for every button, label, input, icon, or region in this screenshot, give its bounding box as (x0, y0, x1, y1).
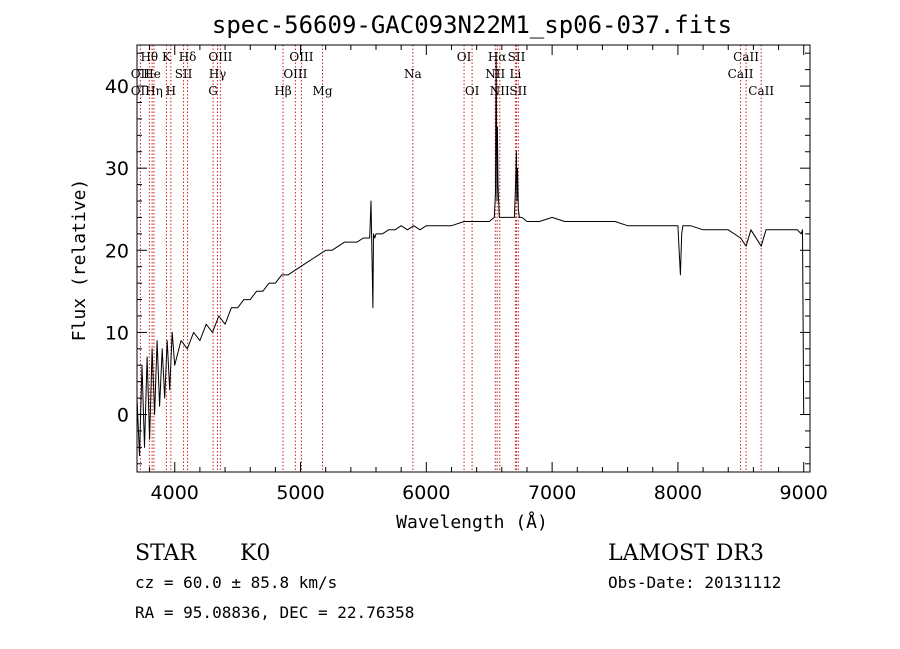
y-tick-label: 20 (105, 240, 129, 262)
line-label: He (143, 67, 161, 81)
redshift-readout: cz = 60.0 ± 85.8 km/s (135, 573, 337, 592)
line-label: Hβ (274, 84, 291, 98)
line-label: Hη (145, 84, 163, 98)
plot-frame (136, 44, 811, 473)
y-axis-label: Flux (relative) (69, 179, 90, 342)
line-label: SII (509, 84, 527, 98)
line-label: OIII (289, 50, 313, 64)
spectrum-line (136, 52, 805, 457)
line-label: CaII (733, 50, 759, 64)
x-tick-label: 7000 (528, 482, 576, 504)
line-label: Hα (488, 50, 507, 64)
line-label: CaII (748, 84, 774, 98)
line-label: CaII (728, 67, 754, 81)
line-label: K (162, 50, 172, 64)
y-tick-label: 40 (105, 76, 129, 98)
line-label: SII (175, 67, 193, 81)
y-axis: 0 10 20 30 40 (105, 52, 810, 465)
line-label: G (208, 84, 218, 98)
line-label: OI (457, 50, 472, 64)
x-tick-label: 4000 (151, 482, 199, 504)
x-tick-label: 8000 (654, 482, 702, 504)
line-label: NII (485, 67, 505, 81)
observation-date: Obs-Date: 20131112 (608, 573, 781, 592)
object-subclass: K0 (240, 541, 270, 566)
survey-name: LAMOST DR3 (608, 541, 764, 566)
x-tick-label: 5000 (276, 482, 324, 504)
line-label: Hγ (209, 67, 227, 81)
chart-title: spec-56609-GAC093N22M1_sp06-037.fits (212, 11, 732, 39)
line-label: OIII (283, 67, 307, 81)
spectrum-series (136, 52, 805, 457)
line-label: NII (490, 84, 510, 98)
object-class: STAR (135, 541, 197, 566)
line-label: OII (131, 67, 151, 81)
emission-line-markers (139, 45, 762, 472)
y-tick-label: 30 (105, 158, 129, 180)
line-label: OIII (208, 50, 232, 64)
line-label: SII (508, 50, 526, 64)
line-label: Hδ (179, 50, 197, 64)
line-label: Hθ (140, 50, 158, 64)
line-label: Li (509, 67, 521, 81)
line-label: OII (131, 84, 151, 98)
line-label: OI (465, 84, 480, 98)
y-tick-label: 10 (105, 322, 129, 344)
line-label: Na (404, 67, 422, 81)
x-axis: 4000 5000 6000 7000 8000 9000 (149, 45, 828, 504)
x-tick-label: 6000 (402, 482, 450, 504)
x-axis-label: Wavelength (Å) (396, 511, 548, 533)
y-tick-label: 0 (117, 405, 129, 427)
x-tick-label: 9000 (780, 482, 828, 504)
line-label: H (166, 84, 176, 98)
coordinates-readout: RA = 95.08836, DEC = 22.76358 (135, 603, 414, 622)
line-label: Mg (313, 84, 333, 98)
